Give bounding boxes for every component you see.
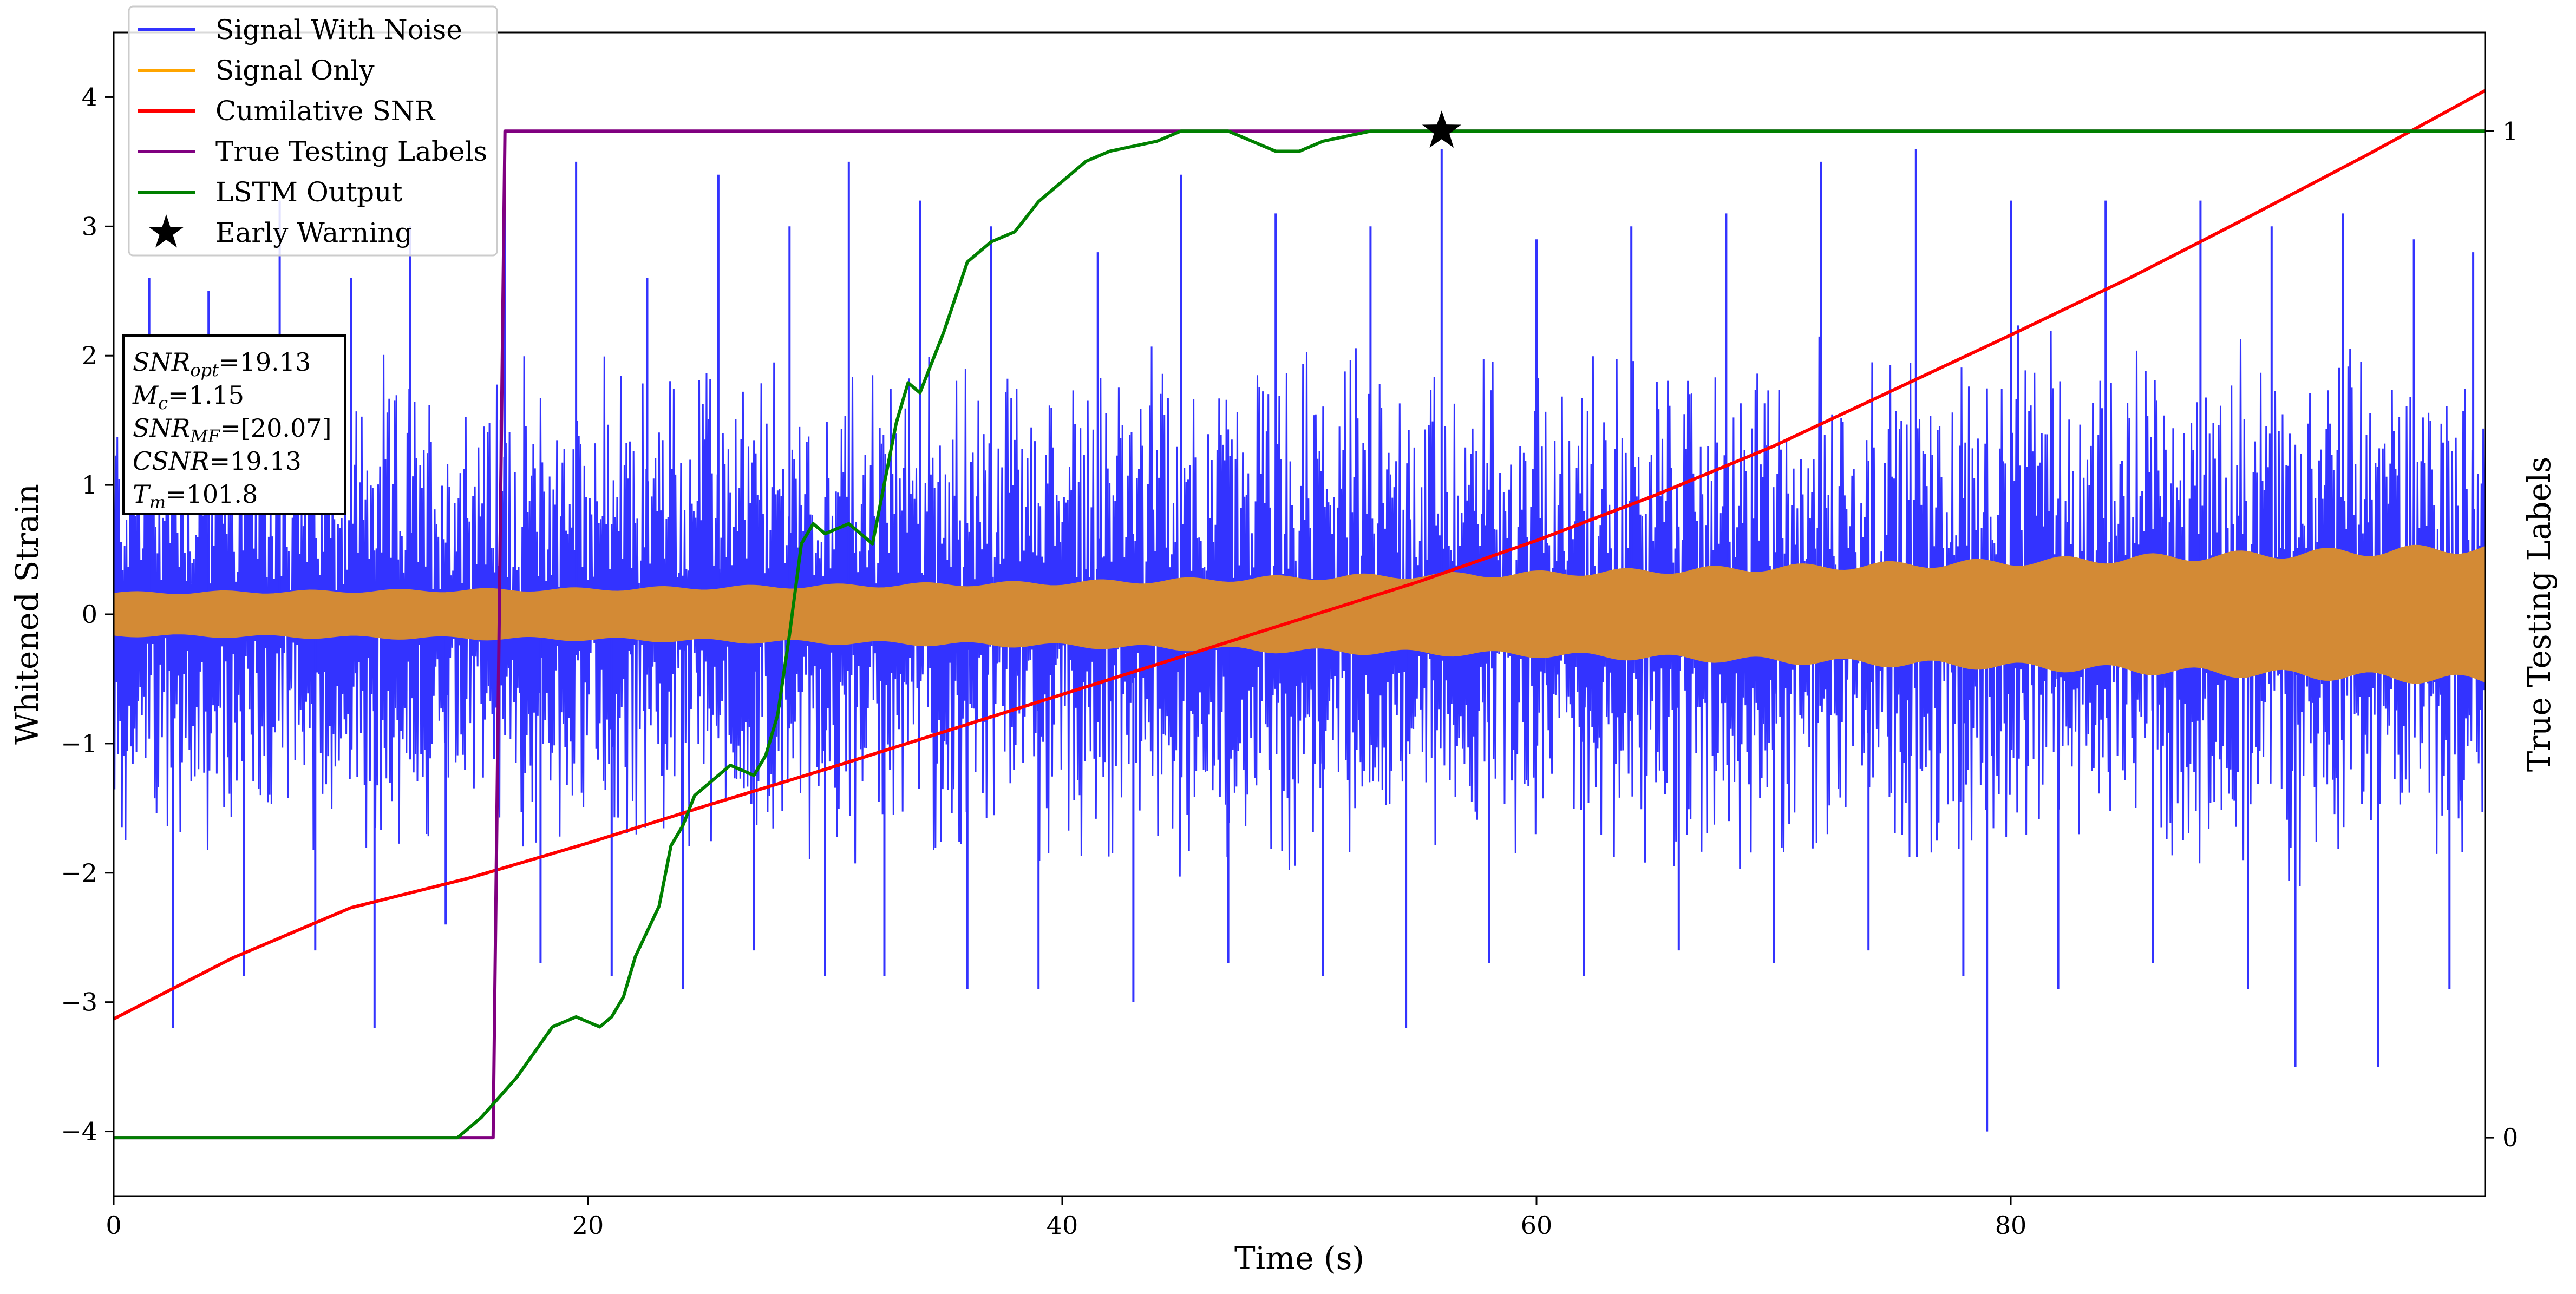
annotation-symbol: SNR [133, 347, 190, 377]
annotation-line: Mc=1.15 [132, 380, 244, 413]
annotation-line: Tm=101.8 [133, 479, 258, 513]
legend-label-cumilative-snr: Cumilative SNR [215, 95, 435, 127]
series-cumilative-snr [114, 89, 2485, 1021]
legend-label-lstm-output: LSTM Output [215, 176, 402, 208]
y-tick-label: −4 [61, 1117, 97, 1146]
annotation-subscript: opt [190, 360, 219, 380]
annotation-symbol: CSNR [133, 446, 210, 476]
annotation-subscript: MF [189, 426, 221, 446]
x-tick-label: 0 [106, 1211, 121, 1240]
legend-label-true-testing-labels: True Testing Labels [215, 136, 487, 167]
x-tick-label: 20 [572, 1211, 604, 1240]
legend: Signal With Noise Signal Only Cumilative S… [128, 5, 498, 257]
annotation-value: =19.13 [210, 446, 302, 476]
snr-annotation-box: SNRopt=19.13Mc=1.15SNRMF=[20.07]CSNR=19.… [122, 334, 346, 515]
signal-envelope [114, 544, 2485, 684]
annotation-symbol: T [133, 479, 151, 509]
legend-label-early-warning: Early Warning [215, 217, 413, 248]
y-tick-label: 4 [82, 82, 97, 111]
x-tick-label: 40 [1047, 1211, 1078, 1240]
early-warning-marker [1422, 110, 1461, 148]
annotation-line: SNRopt=19.13 [133, 347, 311, 380]
annotation-symbol: M [132, 380, 159, 410]
legend-frame [128, 5, 498, 257]
y-tick-label: 1 [82, 470, 97, 500]
y-tick-label: 0 [82, 600, 97, 629]
annotation-value: =1.15 [168, 380, 244, 410]
annotation-symbol: SNR [133, 413, 190, 443]
y-tick-label: −3 [61, 988, 97, 1017]
data-layer [114, 89, 2485, 1140]
y-tick-label: 2 [82, 341, 97, 370]
y2-axis-label: True Testing Labels [2521, 457, 2558, 772]
x-tick-label: 60 [1521, 1211, 1553, 1240]
annotation-value: =101.8 [166, 479, 258, 509]
x-axis-label: Time (s) [1234, 1240, 1364, 1277]
x-tick-label: 80 [1995, 1211, 2027, 1240]
y2-tick-label: 1 [2502, 116, 2518, 146]
series-signal-only [114, 544, 2485, 684]
annotation-value: =[20.07] [220, 413, 331, 443]
annotation-line: CSNR=19.13 [133, 446, 302, 476]
y2-tick-label: 0 [2502, 1123, 2518, 1152]
annotation-subscript: c [158, 393, 168, 413]
annotation-value: =19.13 [219, 347, 311, 377]
legend-swatch-early-warning [148, 214, 184, 248]
annotation-subscript: m [149, 492, 166, 513]
legend-label-signal-with-noise: Signal With Noise [215, 14, 462, 45]
annotation-box-frame [122, 334, 346, 515]
y-axis-label: Whitened Strain [9, 484, 45, 745]
legend-label-signal-only: Signal Only [215, 55, 375, 86]
y-tick-label: −1 [61, 729, 97, 758]
series-lstm-output [114, 129, 2485, 1140]
series-signal-with-noise [114, 149, 2485, 1132]
y-tick-label: 3 [82, 212, 97, 241]
y-tick-label: −2 [61, 858, 97, 888]
annotation-line: SNRMF=[20.07] [133, 413, 332, 446]
